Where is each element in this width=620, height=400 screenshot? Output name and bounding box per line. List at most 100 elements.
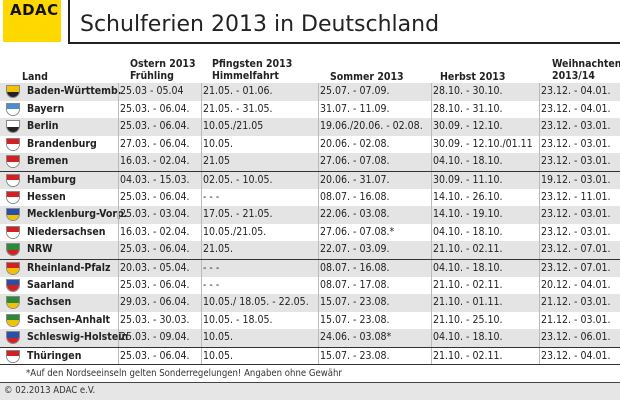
column-divider — [118, 347, 119, 364]
state-crest-icon — [6, 137, 20, 151]
table-row: Hessen 25.03. - 06.04. - - - 08.07. - 16.08… — [0, 188, 620, 207]
column-divider — [118, 223, 119, 242]
cell-weihnachten: 23.12. - 06.01. — [541, 331, 611, 344]
column-divider — [201, 276, 202, 295]
cell-ostern: 25.03. - 06.04. — [120, 102, 190, 115]
cell-sommer: 20.06. - 31.07. — [320, 173, 390, 186]
cell-sommer: 22.07. - 03.09. — [320, 243, 390, 256]
cell-sommer: 15.07. - 23.08. — [320, 296, 390, 309]
cell-pfingsten: 21.05 — [203, 155, 231, 168]
column-divider — [431, 276, 432, 295]
adac-logo: ADAC — [3, 0, 61, 42]
cell-pfingsten: 10.05./21.05. — [203, 225, 267, 238]
cell-pfingsten: - - - — [203, 278, 220, 291]
column-divider — [431, 223, 432, 242]
state-name: Hamburg — [27, 173, 77, 186]
cell-sommer: 08.07. - 16.08. — [320, 261, 390, 274]
table-row: Thüringen 25.03. - 06.04. 10.05. 15.07. - 2… — [0, 346, 620, 365]
table-row: Brandenburg 27.03. - 06.04. 10.05. 20.06. -… — [0, 135, 620, 154]
cell-ostern: 16.03. - 02.04. — [120, 225, 190, 238]
column-divider — [318, 347, 319, 364]
state-name: Berlin — [27, 120, 59, 133]
column-divider — [118, 118, 119, 136]
header-ostern-line1: Ostern 2013 — [130, 58, 196, 70]
column-divider — [431, 259, 432, 277]
state-name: NRW — [27, 243, 53, 256]
title-underline — [68, 42, 620, 44]
column-divider — [431, 171, 432, 189]
column-divider — [539, 347, 540, 364]
cell-pfingsten: 10.05./21.05 — [203, 120, 264, 133]
column-divider — [318, 259, 319, 277]
cell-weihnachten: 23.12. - 03.01. — [541, 208, 611, 221]
cell-sommer: 08.07. - 16.08. — [320, 190, 390, 203]
cell-herbst: 21.10. - 01.11. — [433, 296, 503, 309]
state-name: Thüringen — [27, 349, 82, 362]
column-divider — [318, 100, 319, 119]
column-divider — [431, 188, 432, 207]
column-divider — [118, 311, 119, 330]
cell-herbst: 21.10. - 25.10. — [433, 313, 503, 326]
cell-pfingsten: 21.05. - 01.06. — [203, 85, 273, 97]
column-divider — [201, 153, 202, 171]
cell-ostern: 25.03. - 06.04. — [120, 243, 190, 256]
column-divider — [318, 311, 319, 330]
column-divider — [539, 311, 540, 330]
cell-pfingsten: 10.05. — [203, 137, 234, 150]
cell-sommer: 19.06./20.06. - 02.08. — [320, 120, 423, 133]
header-land: Land — [22, 71, 48, 83]
cell-weihnachten: 21.12. - 03.01. — [541, 313, 611, 326]
cell-sommer: 08.07. - 17.08. — [320, 278, 390, 291]
column-divider — [539, 153, 540, 171]
state-crest-icon — [6, 331, 20, 345]
column-divider — [539, 83, 540, 101]
cell-herbst: 30.09. - 12.10./01.11 — [433, 137, 533, 150]
cell-ostern: 25.03 - 05.04 — [120, 85, 184, 97]
cell-herbst: 21.10. - 02.11. — [433, 349, 503, 362]
cell-herbst: 14.10. - 26.10. — [433, 190, 503, 203]
footer-bar: © 02.2013 ADAC e.V. — [0, 382, 620, 400]
cell-weihnachten: 23.12. - 03.01. — [541, 120, 611, 133]
cell-pfingsten: 10.05./ 18.05. - 22.05. — [203, 296, 309, 309]
column-divider — [318, 329, 319, 347]
column-divider — [431, 153, 432, 171]
column-divider — [318, 276, 319, 295]
cell-sommer: 24.06. - 03.08* — [320, 331, 392, 344]
column-divider — [318, 135, 319, 154]
cell-sommer: 15.07. - 23.08. — [320, 313, 390, 326]
cell-pfingsten: 10.05. — [203, 331, 234, 344]
table-row: Sachsen-Anhalt 25.03. - 30.03. 10.05. - 18… — [0, 311, 620, 330]
cell-ostern: 04.03. - 15.03. — [120, 173, 190, 186]
column-divider — [118, 294, 119, 312]
column-divider — [201, 206, 202, 224]
cell-weihnachten: 23.12. - 04.01. — [541, 85, 611, 97]
state-name: Niedersachsen — [27, 225, 106, 238]
cell-weihnachten: 19.12. - 03.01. — [541, 173, 611, 186]
column-divider — [201, 347, 202, 364]
cell-pfingsten: - - - — [203, 261, 220, 274]
cell-pfingsten: 21.05. - 31.05. — [203, 102, 273, 115]
table-row: Hamburg 04.03. - 15.03. 02.05. - 10.05. 20.… — [0, 170, 620, 189]
table-row: Bremen 16.03. - 02.04. 21.05 27.06. - 07.08… — [0, 153, 620, 171]
table-row: Niedersachsen 16.03. - 02.04. 10.05./21.05… — [0, 223, 620, 242]
cell-pfingsten: 10.05. — [203, 349, 234, 362]
header-sommer: Sommer 2013 — [330, 71, 404, 83]
logo-text: ADAC — [10, 1, 59, 19]
cell-herbst: 30.09. - 11.10. — [433, 173, 503, 186]
cell-pfingsten: - - - — [203, 190, 220, 203]
cell-sommer: 27.06. - 07.08.* — [320, 225, 395, 238]
state-name: Brandenburg — [27, 137, 97, 150]
column-divider — [201, 294, 202, 312]
column-divider — [318, 171, 319, 189]
column-divider — [118, 188, 119, 207]
cell-herbst: 21.10. - 02.11. — [433, 278, 503, 291]
cell-sommer: 22.06. - 03.08. — [320, 208, 390, 221]
state-crest-icon — [6, 349, 20, 363]
column-divider — [431, 294, 432, 312]
column-divider — [118, 153, 119, 171]
column-divider — [201, 171, 202, 189]
header-weihnachten-line1: Weihnachten — [552, 58, 620, 70]
cell-herbst: 04.10. - 18.10. — [433, 331, 503, 344]
cell-ostern: 25.03. - 06.04. — [120, 120, 190, 133]
column-divider — [118, 135, 119, 154]
